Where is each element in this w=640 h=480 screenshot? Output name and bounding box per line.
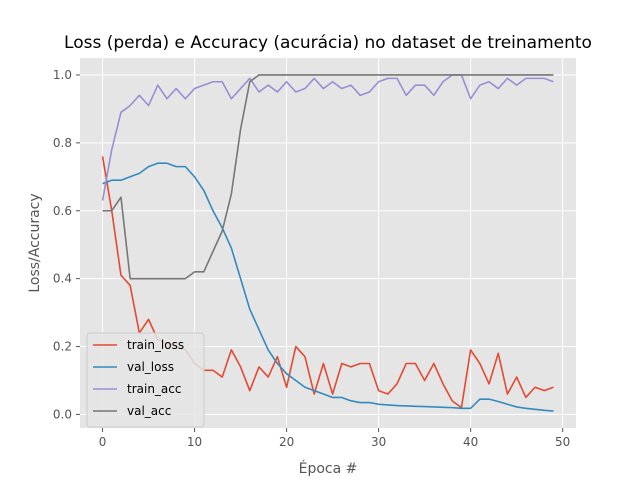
chart-title: Loss (perda) e Accuracy (acurácia) no da… — [64, 33, 592, 53]
y-tick-label: 0.0 — [53, 407, 72, 421]
legend-label-val-loss: val_loss — [127, 360, 174, 374]
y-tick-label: 0.2 — [53, 340, 72, 354]
series-line-train-acc — [101, 74, 554, 201]
x-tick-label: 0 — [99, 435, 107, 449]
series-line-val-loss — [102, 162, 554, 412]
x-axis-label: Época # — [299, 460, 358, 477]
x-tick-label: 30 — [371, 435, 386, 449]
x-tick-label: 50 — [555, 435, 570, 449]
legend-label-val-acc: val_acc — [127, 404, 171, 418]
legend-label-train-acc: train_acc — [127, 382, 181, 396]
legend-box — [86, 332, 205, 428]
y-axis-label: Loss/Accuracy — [27, 193, 43, 292]
series-line-val-acc — [102, 74, 554, 280]
y-tick-label: 0.4 — [53, 272, 72, 286]
y-tick-label: 1.0 — [53, 68, 72, 82]
x-tick-label: 20 — [279, 435, 294, 449]
x-tick-label: 40 — [463, 435, 478, 449]
y-tick-label: 0.8 — [53, 136, 72, 150]
y-tick-label: 0.6 — [53, 204, 72, 218]
axis-ticks: 0 10 20 30 40 50 0.0 0.2 0.4 0.6 0.8 1.0 — [53, 68, 570, 449]
legend-label-train-loss: train_loss — [127, 338, 184, 352]
legend: train_loss val_loss train_acc val_acc — [86, 332, 205, 428]
x-tick-label: 10 — [187, 435, 202, 449]
